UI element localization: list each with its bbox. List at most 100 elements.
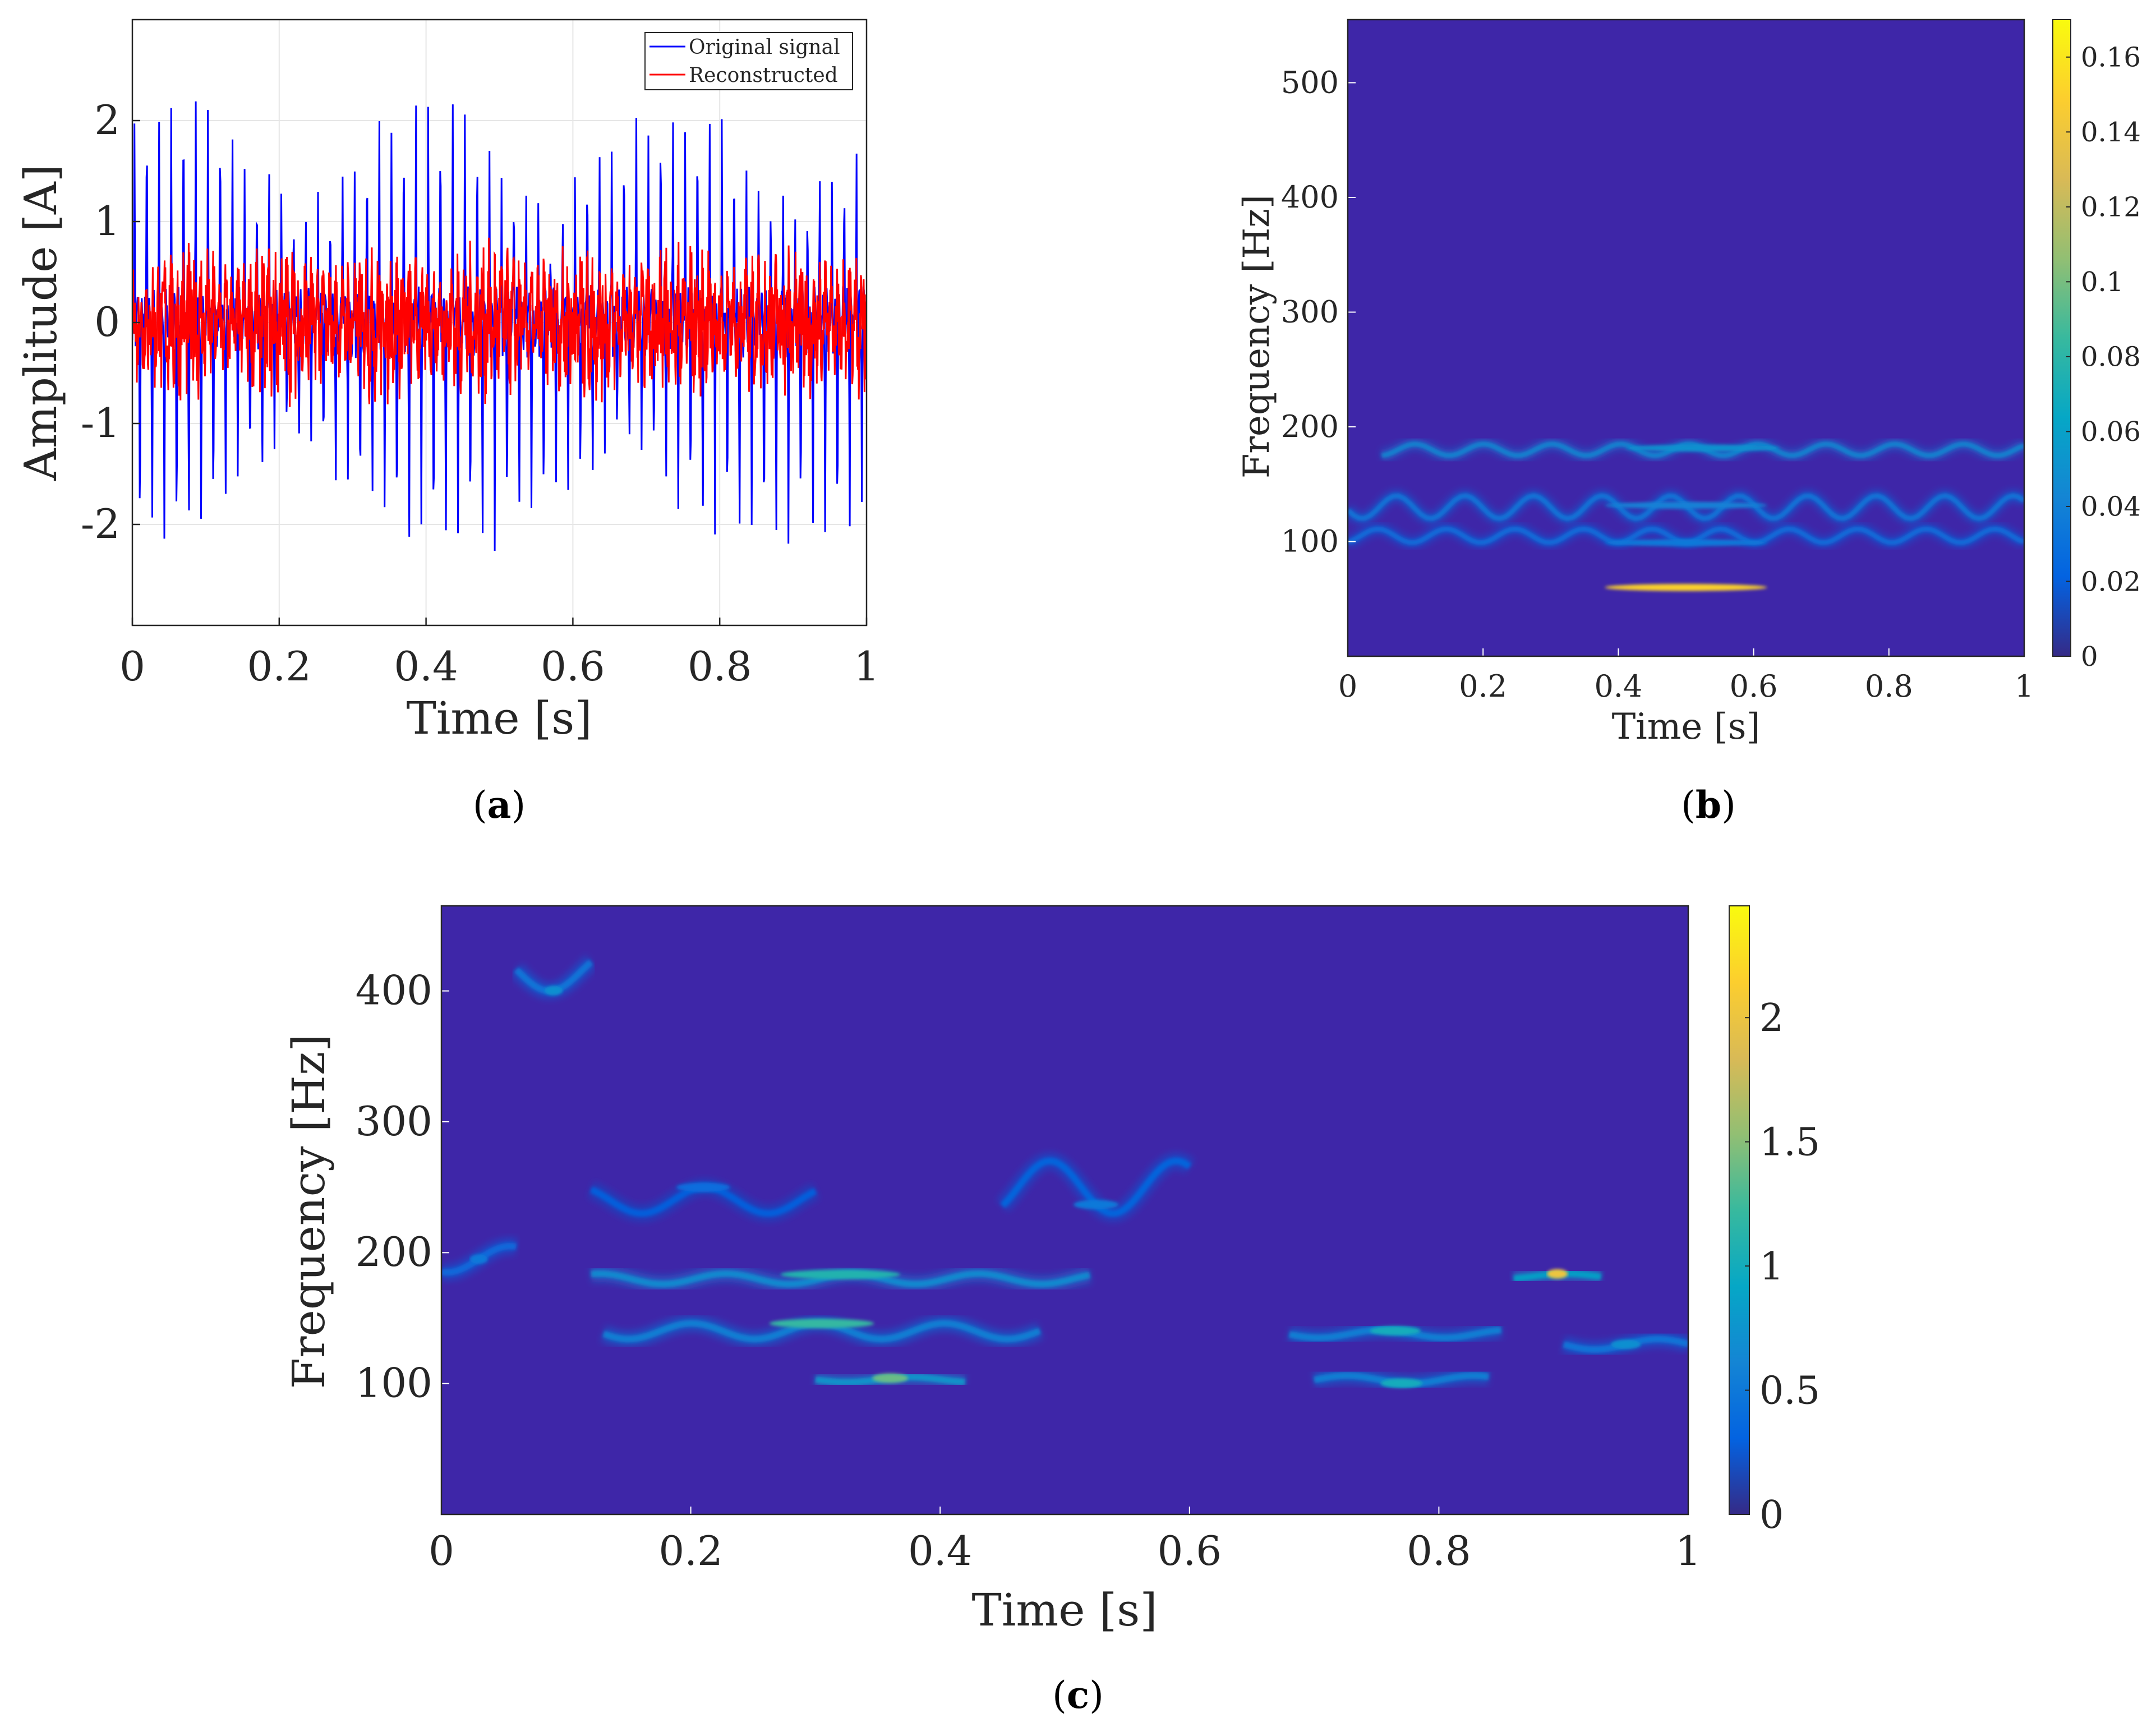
panel-c-spectrogram: 0 0.2 0.4 0.6 0.8 1 100 200 300 400 0 0.5 1 1.5 2 Tim… bbox=[283, 905, 1820, 1717]
reconstructed-signal-line bbox=[132, 237, 867, 407]
ridge-peak bbox=[1380, 1378, 1423, 1388]
panel-b-heatmap-background bbox=[1348, 20, 2024, 656]
panel-a-ticks: 0 0.2 0.4 0.6 0.8 1 -2 -1 0 1 2 bbox=[81, 96, 879, 690]
spectral-ridge bbox=[996, 1152, 1195, 1222]
x-tick-label: 0.4 bbox=[394, 643, 458, 690]
ridge-peak bbox=[769, 1319, 874, 1328]
x-tick-label: 0.6 bbox=[1730, 669, 1778, 704]
panel-c-caption: (c) bbox=[1052, 1673, 1104, 1717]
colorbar-tick-label: 0.14 bbox=[2081, 117, 2141, 148]
y-tick-label: 100 bbox=[1281, 523, 1339, 559]
colorbar-tick-label: 0.5 bbox=[1759, 1369, 1820, 1413]
spectral-ridge bbox=[1348, 581, 2024, 594]
ridge-peak bbox=[872, 1373, 909, 1383]
x-tick-label: 0.6 bbox=[541, 643, 605, 690]
panel-c-x-axis-label: Time [s] bbox=[971, 1584, 1157, 1636]
panel-b-ridges bbox=[1348, 437, 2024, 594]
axes-box bbox=[440, 905, 1689, 1516]
ridge-peak bbox=[1605, 539, 1767, 546]
y-tick-label: -1 bbox=[81, 399, 120, 446]
x-tick-label: 0 bbox=[1338, 669, 1357, 704]
x-tick-label: 0.8 bbox=[688, 643, 752, 690]
y-tick-label: 100 bbox=[356, 1359, 432, 1406]
spectral-ridge bbox=[1348, 522, 2024, 549]
ridge-peak bbox=[1611, 1339, 1641, 1350]
colorbar-tick-label: 0.12 bbox=[2081, 192, 2141, 223]
spectral-ridge bbox=[814, 1369, 966, 1391]
x-tick-label: 0.6 bbox=[1158, 1527, 1222, 1574]
spectral-ridge bbox=[590, 1265, 1091, 1293]
colorbar-tick-label: 0.08 bbox=[2081, 342, 2141, 373]
colorbar-tick-label: 0.1 bbox=[2081, 266, 2123, 298]
spectral-ridge bbox=[1312, 1367, 1490, 1392]
panel-b-colorbar-ticks: 0 0.02 0.04 0.06 0.08 0.1 0.12 0.14 0.16 bbox=[2066, 42, 2141, 673]
y-tick-label: 0 bbox=[94, 298, 120, 346]
x-tick-label: 0.2 bbox=[247, 643, 312, 690]
x-tick-label: 0.8 bbox=[1865, 669, 1913, 704]
legend-box bbox=[644, 32, 853, 90]
colorbar-tick-label: 0 bbox=[2081, 641, 2098, 673]
colorbar-tick-label: 0.04 bbox=[2081, 491, 2141, 523]
y-tick-label: 500 bbox=[1281, 65, 1339, 100]
spectral-ridge bbox=[600, 1315, 1043, 1348]
x-tick-label: 1 bbox=[2015, 669, 2034, 704]
spectral-ridge bbox=[1513, 1265, 1602, 1287]
y-tick-label: 2 bbox=[94, 96, 120, 144]
spectral-ridge bbox=[1380, 437, 2024, 462]
panel-c-colorbar-ticks: 0 0.5 1 1.5 2 bbox=[1745, 996, 1820, 1537]
ridge-peak bbox=[469, 1254, 488, 1264]
panel-c-y-axis-label: Frequency [Hz] bbox=[283, 1034, 335, 1389]
colorbar-tick-label: 0 bbox=[1759, 1493, 1784, 1537]
panel-c-colorbar bbox=[1729, 905, 1750, 1515]
spectral-ridge bbox=[510, 955, 596, 1000]
y-tick-label: 200 bbox=[356, 1228, 432, 1275]
x-tick-label: 0.4 bbox=[908, 1527, 973, 1574]
x-tick-label: 0 bbox=[119, 643, 145, 690]
panel-b-x-axis-label: Time [s] bbox=[1612, 706, 1761, 748]
y-tick-label: 300 bbox=[356, 1098, 432, 1145]
legend-original-label: Original signal bbox=[689, 36, 840, 59]
y-tick-label: 200 bbox=[1281, 409, 1339, 444]
panel-c-ridges bbox=[441, 955, 1688, 1392]
panel-a-y-axis-label: Amplitude [A] bbox=[15, 164, 67, 481]
ridge-peak bbox=[676, 1182, 730, 1192]
axes-box bbox=[1347, 19, 2025, 657]
x-tick-label: 1 bbox=[1675, 1527, 1701, 1574]
panel-a-legend: Original signal Reconstructed bbox=[644, 32, 853, 90]
colorbar-tick-label: 0.02 bbox=[2081, 566, 2141, 597]
colorbar-tick-label: 1.5 bbox=[1759, 1121, 1820, 1165]
panel-b-caption: (b) bbox=[1681, 783, 1736, 827]
x-tick-label: 0.2 bbox=[658, 1527, 723, 1574]
ridge-peak bbox=[1370, 1326, 1421, 1336]
x-tick-label: 0.8 bbox=[1407, 1527, 1471, 1574]
spectral-ridge bbox=[588, 1178, 819, 1222]
y-tick-label: 400 bbox=[356, 966, 432, 1014]
panel-b-y-axis-label: Frequency [Hz] bbox=[1236, 195, 1278, 478]
ridge-peak bbox=[1625, 444, 1780, 452]
spectral-ridge bbox=[441, 1237, 518, 1281]
ridge-peak bbox=[1605, 583, 1767, 591]
panel-b-ticks: 0 0.2 0.4 0.6 0.8 1 100 200 300 400 500 bbox=[1281, 65, 2034, 704]
x-tick-label: 0 bbox=[429, 1527, 454, 1574]
spectral-ridge bbox=[1287, 1321, 1502, 1346]
panel-a-line-chart: 0 0.2 0.4 0.6 0.8 1 -2 -1 0 1 2 Original signal Re… bbox=[15, 19, 879, 827]
y-tick-label: 300 bbox=[1281, 294, 1339, 329]
colorbar-tick-label: 2 bbox=[1759, 996, 1784, 1040]
colorbar-tick-label: 0.06 bbox=[2081, 416, 2141, 448]
x-tick-label: 1 bbox=[854, 643, 879, 690]
colorbar-tick-label: 1 bbox=[1759, 1245, 1784, 1289]
colorbar-tick-label: 0.16 bbox=[2081, 42, 2141, 73]
panel-b-colorbar bbox=[2052, 19, 2071, 657]
spectral-ridge bbox=[1348, 489, 2024, 525]
panel-c-ticks: 0 0.2 0.4 0.6 0.8 1 100 200 300 400 bbox=[356, 966, 1701, 1574]
ridge-peak bbox=[1546, 1269, 1568, 1279]
spectral-ridge bbox=[1561, 1330, 1688, 1358]
y-tick-label: 1 bbox=[94, 197, 120, 245]
ridge-peak bbox=[1605, 501, 1767, 509]
ridge-peak bbox=[1074, 1200, 1119, 1210]
panel-a-caption: (a) bbox=[473, 783, 526, 827]
y-tick-label: 400 bbox=[1281, 179, 1339, 215]
ridge-peak bbox=[545, 985, 563, 996]
